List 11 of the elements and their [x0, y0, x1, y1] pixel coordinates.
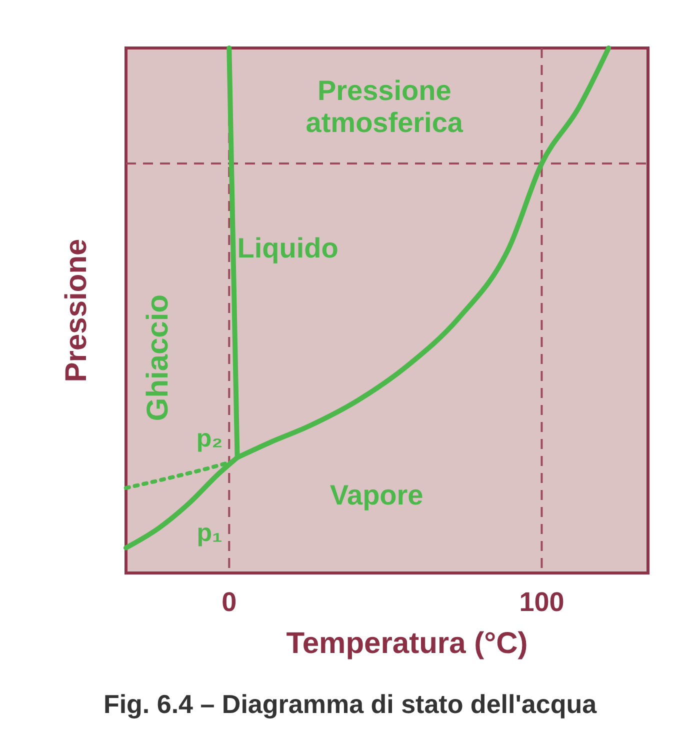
x-axis-title: Temperatura (°C) [286, 627, 528, 660]
x-tick-label: 100 [519, 587, 564, 617]
annotation: p₁ [196, 519, 222, 547]
annotation: Vapore [330, 479, 424, 510]
x-tick-label: 0 [222, 587, 237, 617]
annotation: Ghiaccio [141, 294, 174, 422]
annotation: Pressione atmosferica [306, 74, 464, 138]
annotation: p₂ [196, 424, 223, 452]
annotation: Liquido [237, 232, 338, 264]
text: Fig. 6.4 – Diagramma di stato dell'acqua [103, 689, 598, 719]
y-axis-title: Pressione [60, 238, 93, 382]
